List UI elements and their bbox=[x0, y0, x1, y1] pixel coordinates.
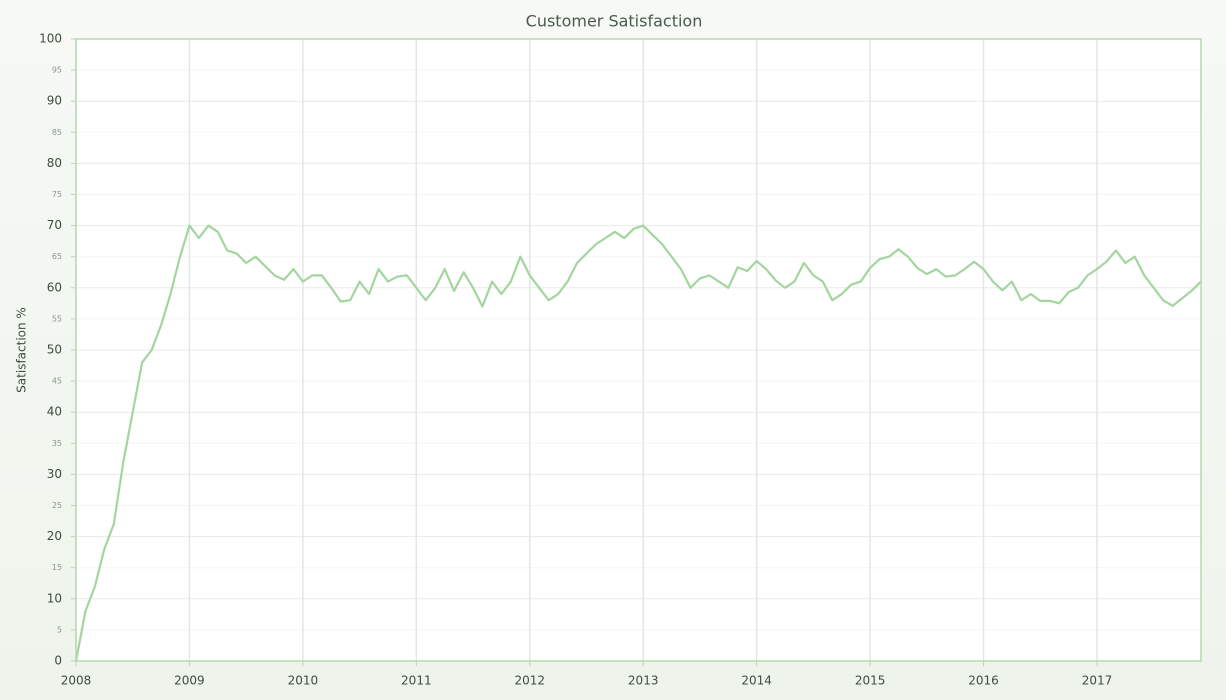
x-tick-label: 2016 bbox=[968, 674, 999, 688]
y-tick-label: 20 bbox=[47, 529, 62, 543]
y-tick-label: 0 bbox=[54, 654, 62, 668]
y-tick-label: 15 bbox=[52, 563, 62, 572]
x-tick-label: 2010 bbox=[288, 674, 319, 688]
x-tick-label: 2017 bbox=[1082, 674, 1113, 688]
y-axis-label: Satisfaction % bbox=[15, 307, 29, 393]
y-tick-label: 35 bbox=[52, 439, 62, 448]
y-tick-label: 70 bbox=[47, 218, 62, 232]
y-tick-label: 40 bbox=[47, 405, 62, 419]
x-tick-label: 2015 bbox=[855, 674, 886, 688]
x-tick-label: 2009 bbox=[174, 674, 205, 688]
x-tick-label: 2013 bbox=[628, 674, 659, 688]
plot-border bbox=[75, 38, 1202, 662]
y-tick-label: 90 bbox=[47, 94, 62, 108]
y-tick-label: 100 bbox=[39, 32, 62, 46]
data-line bbox=[74, 224, 1202, 662]
y-tick-label: 75 bbox=[52, 190, 62, 199]
x-tick-label: 2014 bbox=[741, 674, 772, 688]
y-tick-label: 85 bbox=[52, 128, 62, 137]
y-tick-label: 5 bbox=[57, 625, 62, 634]
y-tick-label: 10 bbox=[47, 591, 62, 605]
chart-title: Customer Satisfaction bbox=[526, 12, 703, 31]
y-tick-label: 55 bbox=[52, 314, 62, 323]
y-tick-label: 60 bbox=[47, 280, 62, 294]
y-tick-label: 65 bbox=[52, 252, 62, 261]
x-tick-label: 2011 bbox=[401, 674, 432, 688]
y-tick-label: 95 bbox=[52, 66, 62, 75]
y-tick-label: 25 bbox=[52, 501, 62, 510]
x-tick-label: 2008 bbox=[61, 674, 92, 688]
x-tick-label: 2012 bbox=[514, 674, 545, 688]
y-tick-label: 50 bbox=[47, 343, 62, 357]
y-tick-label: 30 bbox=[47, 467, 62, 481]
y-tick-label: 45 bbox=[52, 377, 62, 386]
y-tick-label: 80 bbox=[47, 156, 62, 170]
